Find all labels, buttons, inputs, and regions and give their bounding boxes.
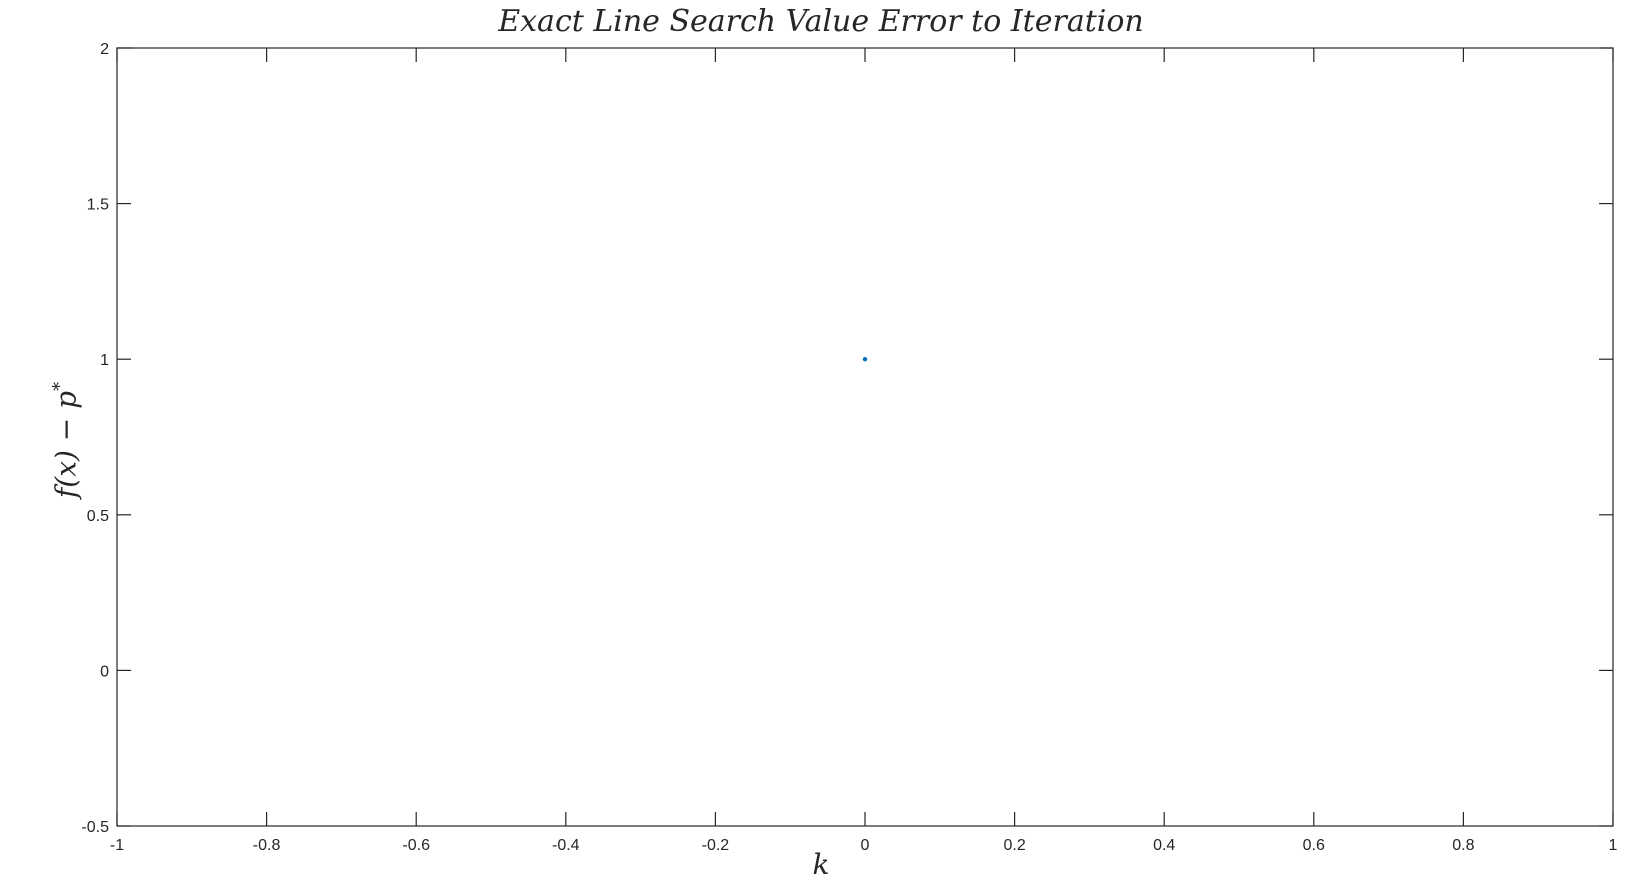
y-tick-label: 2 bbox=[100, 41, 109, 58]
x-tick-label: 1 bbox=[1609, 837, 1618, 854]
axes-box bbox=[116, 47, 1614, 827]
x-tick-label: -0.4 bbox=[552, 837, 580, 854]
chart-title: Exact Line Search Value Error to Iterati… bbox=[498, 4, 1144, 39]
y-tick-label: 0.5 bbox=[87, 508, 109, 525]
x-tick-label: 0.8 bbox=[1452, 837, 1474, 854]
data-points bbox=[862, 357, 868, 362]
y-tick-label: 0 bbox=[100, 663, 109, 680]
x-tick-label: 0 bbox=[861, 837, 870, 854]
y-tick-label: 1 bbox=[100, 352, 109, 369]
x-tick-label: 0.4 bbox=[1153, 837, 1175, 854]
y-axis-label-sup: * bbox=[49, 381, 71, 391]
x-tick-label: -0.6 bbox=[402, 837, 430, 854]
y-axis-label: f(x) − p* bbox=[49, 382, 82, 498]
x-tick-label: 0.6 bbox=[1303, 837, 1325, 854]
x-tick-label: -1 bbox=[110, 837, 124, 854]
x-axis-label: k bbox=[812, 848, 830, 881]
y-tick-label: 1.5 bbox=[87, 197, 109, 214]
x-axis: -1 -0.8 -0.6 -0.4 -0.2 0 0.2 0.4 0.6 0.8 1 bbox=[110, 48, 1618, 854]
y-tick-label: -0.5 bbox=[81, 819, 109, 836]
y-axis: -0.5 0 0.5 1 1.5 2 bbox=[81, 41, 1613, 836]
y-axis-label-base: f(x) − p bbox=[49, 390, 83, 499]
x-tick-label: -0.8 bbox=[253, 837, 281, 854]
x-tick-label: -0.2 bbox=[702, 837, 730, 854]
data-point bbox=[862, 357, 868, 362]
x-tick-label: 0.2 bbox=[1003, 837, 1025, 854]
